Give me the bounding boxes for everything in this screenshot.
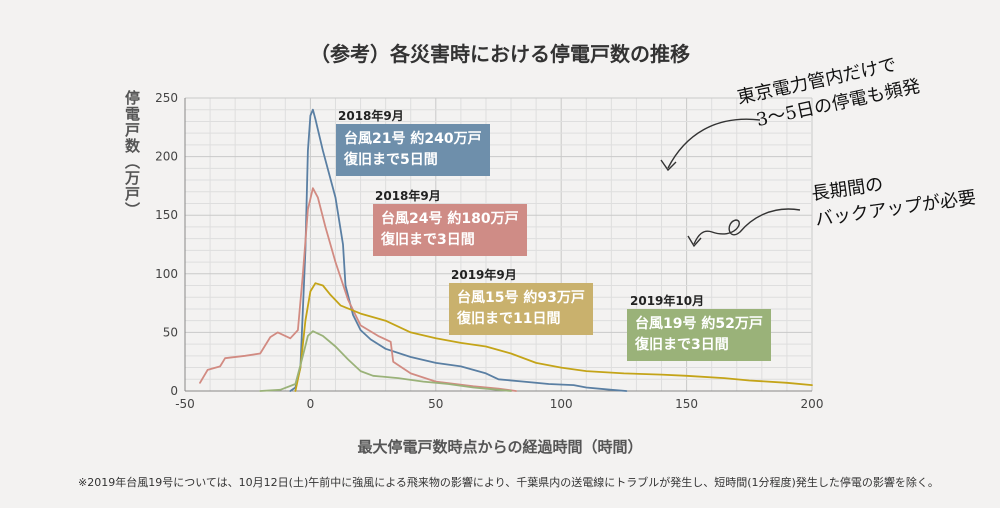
callout-typhoon21-line2: 復旧まで5日間 [344,152,438,168]
x-tick-label: 200 [801,397,824,411]
series-line-1 [289,108,628,392]
y-tick-label: 150 [155,208,178,222]
y-axis-label: 停電戸数（万戸） [123,90,141,218]
callout-typhoon24: 台風24号 約180万戸 復旧まで3日間 [373,204,527,256]
callout-typhoon24-line1: 台風24号 約180万戸 [381,211,519,227]
callout-typhoon24-line2: 復旧まで3日間 [381,232,475,248]
x-tick-label: 50 [428,397,443,411]
arrow-note1-head [660,159,677,172]
arrow-note1 [667,118,761,169]
callout-typhoon15: 台風15号 約93万戸 復旧まで11日間 [449,283,593,335]
box-date-typhoon21: 2018年9月 [338,109,404,123]
arrow-note2-head [687,235,702,248]
x-tick-label: 0 [307,397,315,411]
arrow-note2 [693,208,801,245]
x-tick-label: 100 [550,397,573,411]
y-tick-label: 0 [170,384,178,398]
y-tick-label: 100 [155,267,178,281]
box-date-typhoon15: 2019年9月 [451,268,517,282]
callout-typhoon19-line1: 台風19号 約52万戸 [635,316,763,332]
box-date-typhoon19: 2019年10月 [630,294,705,308]
y-tick-label: 50 [163,325,178,339]
callout-typhoon21: 台風21号 約240万戸 復旧まで5日間 [336,124,490,176]
series-line-2 [199,187,517,392]
x-tick-label: 150 [675,397,698,411]
callout-typhoon15-line2: 復旧まで11日間 [457,311,561,327]
series-line-4 [259,330,512,392]
box-date-typhoon24: 2018年9月 [375,189,441,203]
x-tick-label: -50 [175,397,195,411]
footnote: ※2019年台風19号については、10月12日(土)午前中に強風による飛来物の影… [78,476,939,489]
chart-title: （参考）各災害時における停電戸数の推移 [310,42,690,66]
y-tick-label: 250 [155,91,178,105]
series-line-3 [294,282,813,392]
callout-typhoon21-line1: 台風21号 約240万戸 [344,131,482,147]
callout-typhoon19: 台風19号 約52万戸 復旧まで3日間 [627,309,771,361]
x-axis-label: 最大停電戸数時点からの経過時間（時間） [357,438,643,456]
callout-typhoon15-line1: 台風15号 約93万戸 [457,290,585,306]
y-tick-label: 200 [155,150,178,164]
callout-typhoon19-line2: 復旧まで3日間 [635,337,729,353]
